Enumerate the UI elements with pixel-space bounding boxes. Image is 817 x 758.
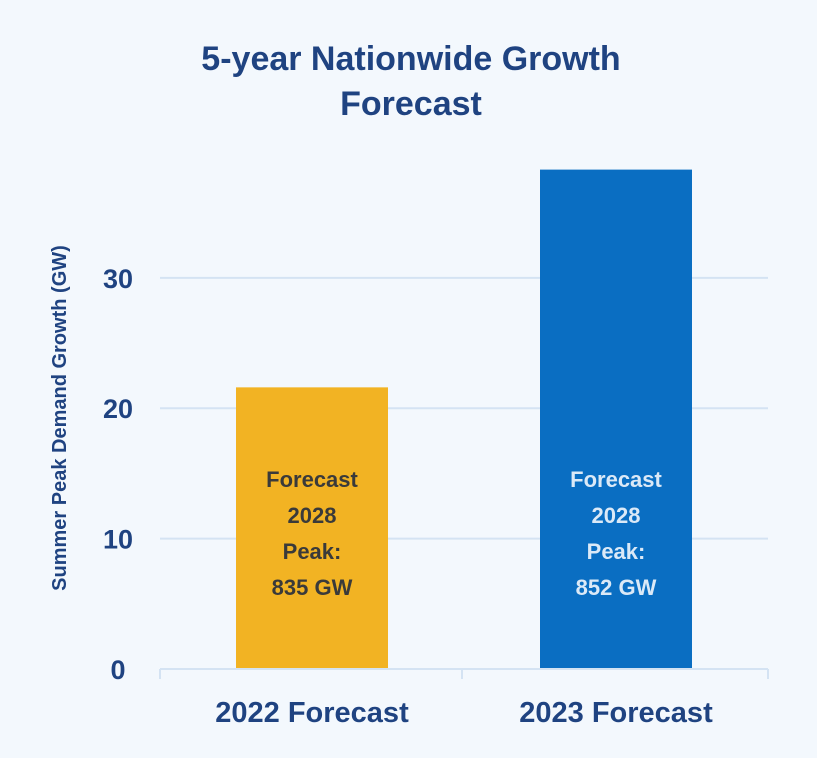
y-axis-label: Summer Peak Demand Growth (GW) bbox=[49, 245, 71, 591]
bar-1-label-line-4: 835 GW bbox=[272, 575, 353, 600]
y-tick-label-10: 10 bbox=[103, 525, 133, 555]
bars: Forecast 2028 Peak: 835 GW Forecast 2028 Peak:… bbox=[236, 169, 692, 669]
bar-1-label-line-3: Peak: bbox=[283, 539, 342, 564]
chart-title-line-2: Forecast bbox=[340, 85, 482, 123]
bar-2-label-line-2: 2028 bbox=[592, 503, 641, 528]
bar-1 bbox=[236, 387, 388, 669]
bar-1-label-line-2: 2028 bbox=[288, 503, 337, 528]
bar-1-label-line-1: Forecast bbox=[266, 467, 358, 492]
x-category-label-1: 2022 Forecast bbox=[215, 697, 409, 729]
axes: 0 10 20 30 2022 Forecast 2023 Forecast bbox=[103, 264, 769, 729]
y-tick-label-20: 20 bbox=[103, 394, 133, 424]
chart-title-line-1: 5-year Nationwide Growth bbox=[201, 40, 620, 78]
bar-2 bbox=[540, 169, 692, 669]
y-tick-label-30: 30 bbox=[103, 264, 133, 294]
bar-2-label-line-3: Peak: bbox=[587, 539, 646, 564]
bar-2-label-line-1: Forecast bbox=[570, 467, 662, 492]
x-category-label-2: 2023 Forecast bbox=[519, 697, 713, 729]
y-tick-label-0: 0 bbox=[110, 655, 125, 685]
bar-2-label-line-4: 852 GW bbox=[576, 575, 657, 600]
